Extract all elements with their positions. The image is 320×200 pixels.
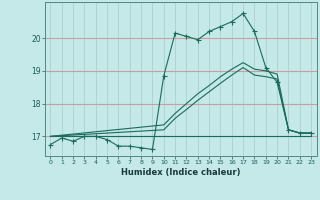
X-axis label: Humidex (Indice chaleur): Humidex (Indice chaleur) [121, 168, 241, 177]
